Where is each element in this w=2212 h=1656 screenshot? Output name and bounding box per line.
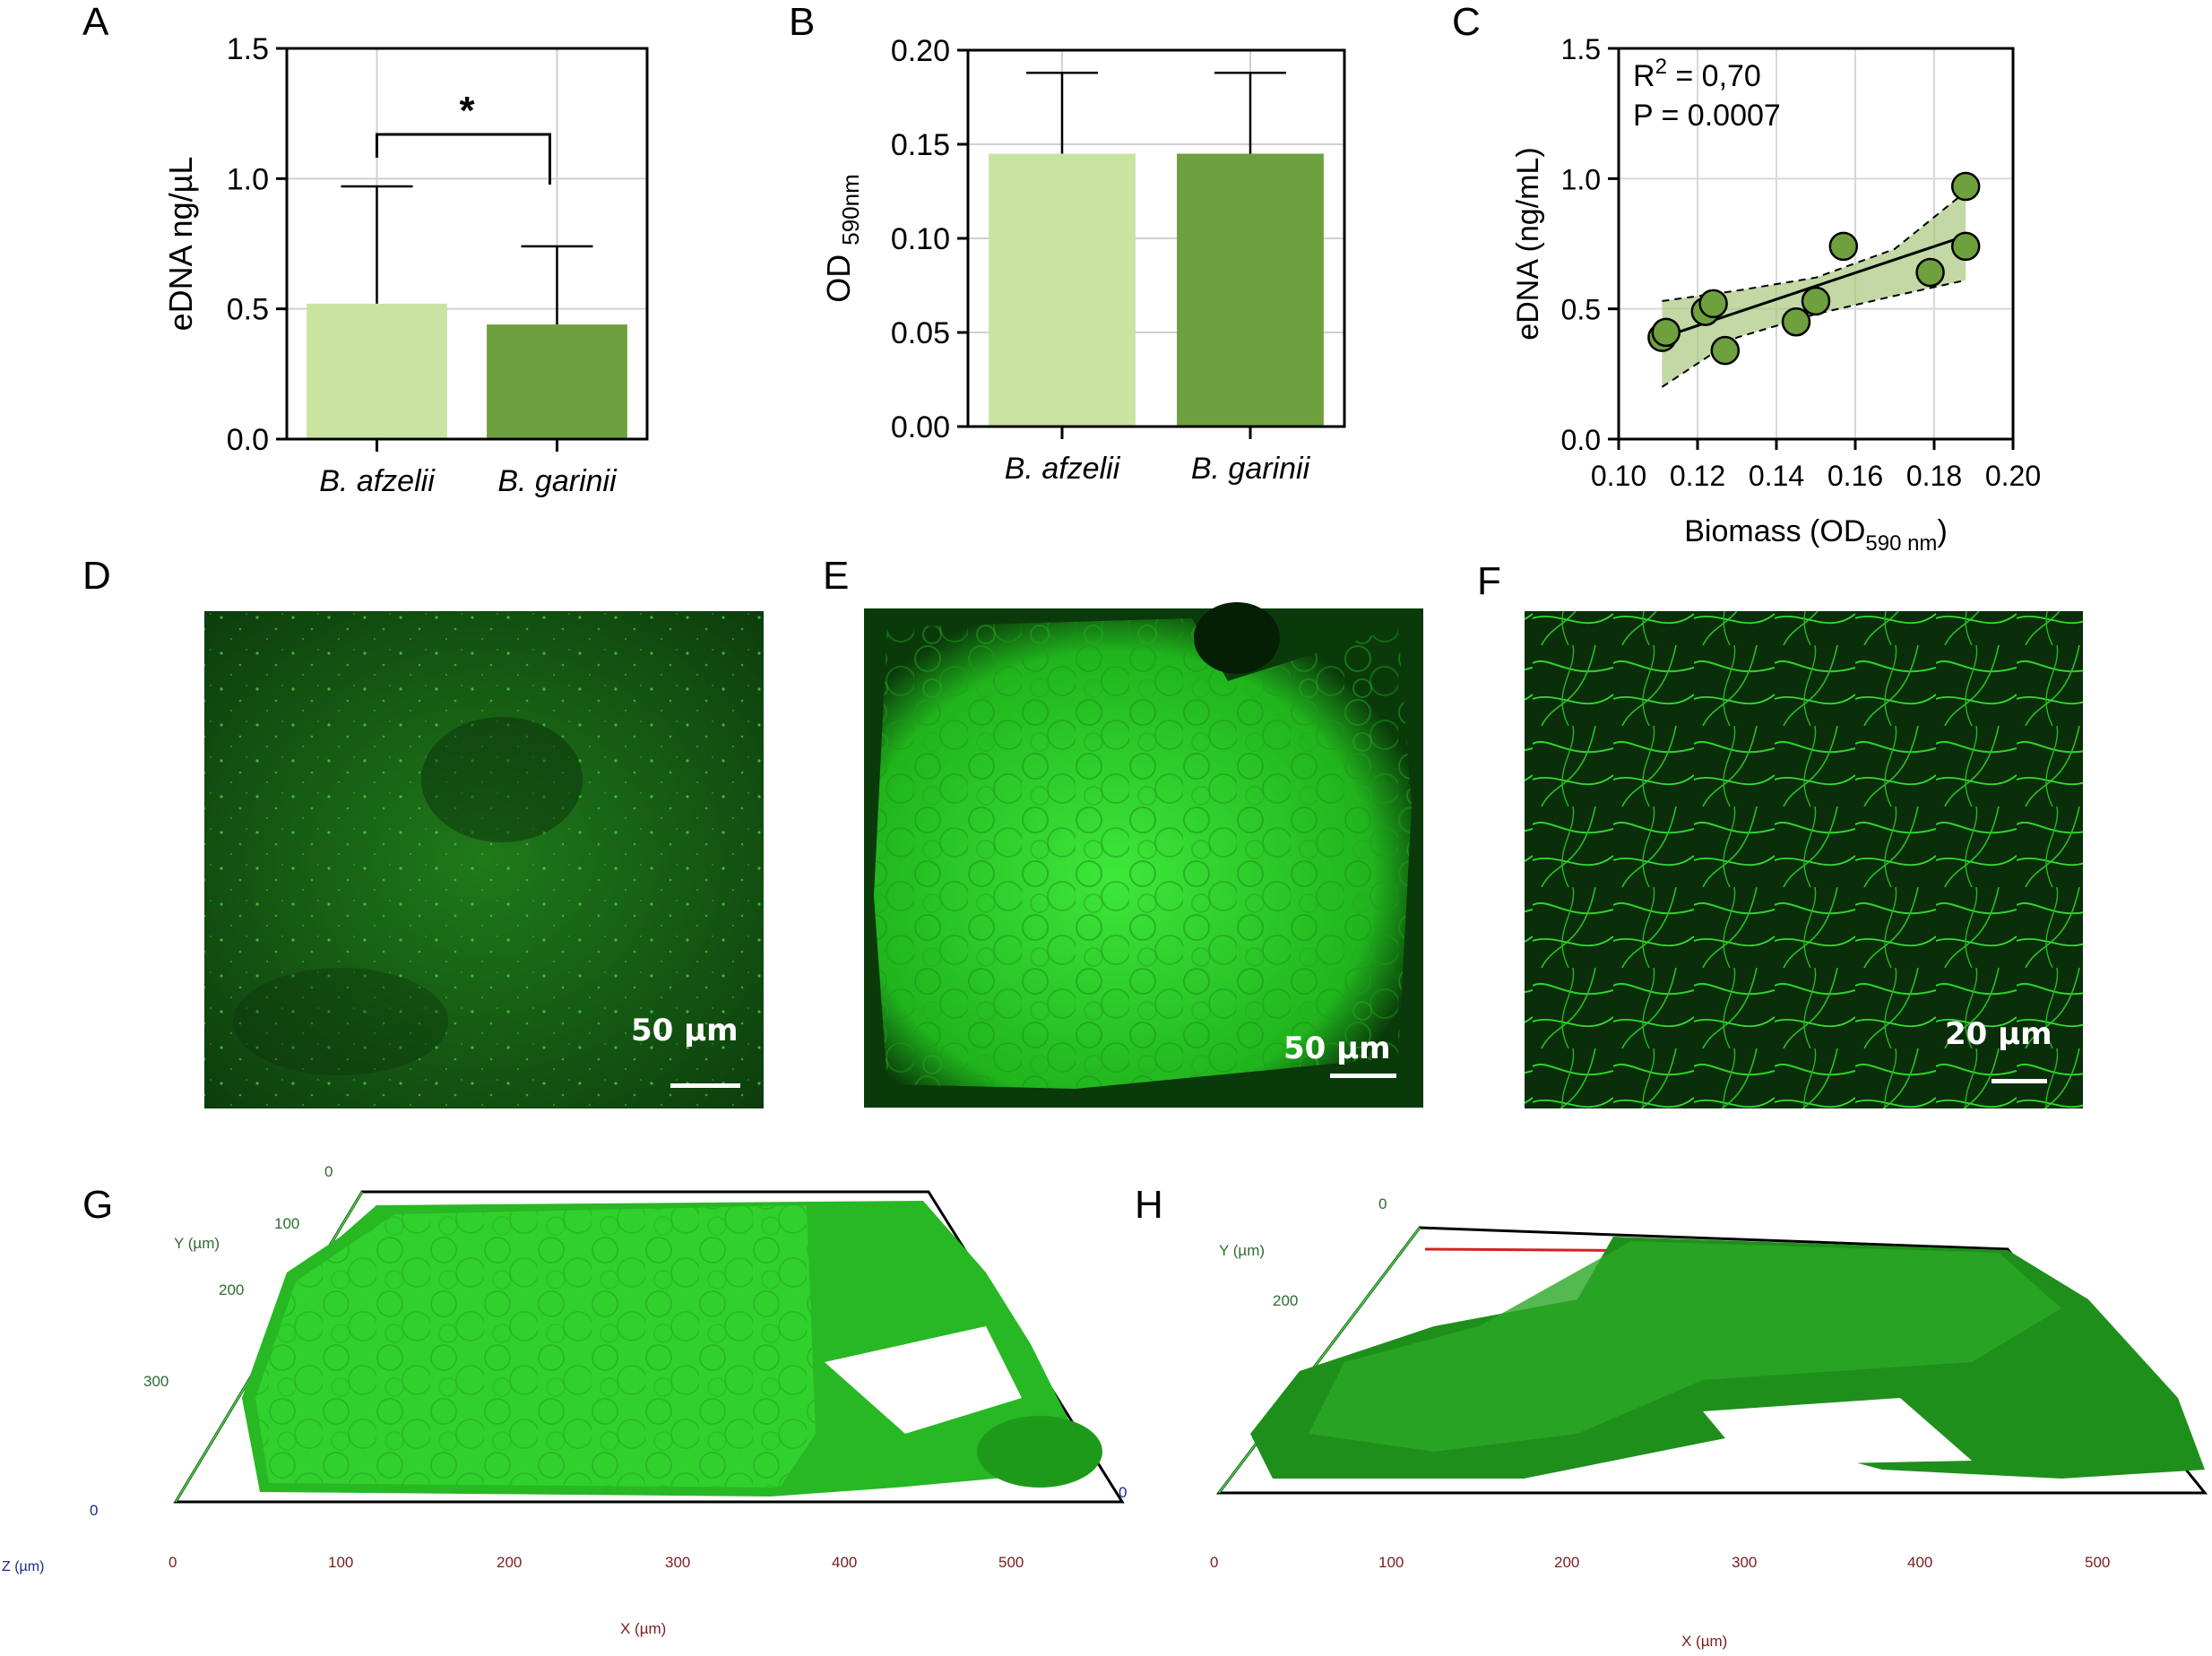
h-y-axis-label: Y (µm) — [1219, 1242, 1266, 1259]
y-tick-label: 1.5 — [227, 32, 269, 66]
y-tick-label: 0.5 — [227, 293, 269, 327]
h-x-tick-500: 500 — [2085, 1554, 2111, 1571]
panel-label-e: E — [823, 554, 850, 598]
data-point — [1651, 317, 1681, 348]
plot-frame — [285, 47, 649, 441]
ci-lower-line — [1661, 279, 1966, 388]
g-x-tick-300: 300 — [665, 1554, 691, 1571]
scale-label-d: 50 µm — [631, 1013, 739, 1048]
x-tick-label: 0.12 — [1670, 460, 1725, 492]
micrograph-f — [1525, 611, 2083, 1108]
bar — [1177, 153, 1324, 427]
scale-label-f: 20 µm — [1945, 1016, 2052, 1052]
data-point — [1915, 257, 1945, 288]
panel-label-b: B — [789, 0, 816, 44]
render-3d-h — [1215, 1226, 2208, 1495]
y-tick-label: 1.0 — [227, 162, 269, 196]
scale-label-e: 50 µm — [1283, 1031, 1391, 1066]
panel-label-a: A — [82, 0, 109, 44]
chart-c: 0.10 0.12 0.14 0.16 0.18 0.20 0.0 0.5 1.0 1.5 R2 =… — [1511, 33, 2041, 556]
g-y-tick-100: 100 — [274, 1215, 300, 1232]
panel-label-h: H — [1135, 1183, 1163, 1227]
g-x-tick-400: 400 — [832, 1554, 858, 1571]
g-z-tick-0b: 0 — [1119, 1484, 1128, 1501]
h-x-tick-0: 0 — [1210, 1554, 1219, 1571]
x-tick-label: B. garinii — [1191, 452, 1311, 486]
h-x-tick-200: 200 — [1554, 1554, 1580, 1571]
g-x-tick-100: 100 — [328, 1554, 354, 1571]
x-axis-label: Biomass (OD590 nm) — [1684, 514, 1948, 556]
y-tick-label: 0.00 — [891, 410, 950, 444]
x-tick-label: 0.20 — [1985, 460, 2041, 492]
y-tick-label: 0.5 — [1561, 294, 1601, 326]
render-3d-g — [173, 1190, 1125, 1504]
scale-bar-f — [1992, 1079, 2047, 1083]
data-point — [1950, 231, 1981, 262]
h-x-tick-300: 300 — [1732, 1554, 1758, 1571]
h-x-axis-label: X (µm) — [1681, 1633, 1728, 1650]
x-tick-label: 0.14 — [1749, 460, 1804, 492]
g-x-axis-label: X (µm) — [620, 1620, 667, 1637]
g-y-tick-0: 0 — [324, 1163, 333, 1180]
x-tick-label: 0.18 — [1906, 460, 1962, 492]
panel-label-c: C — [1452, 0, 1481, 44]
y-tick-label: 0.15 — [891, 128, 950, 162]
g-y-tick-300: 300 — [143, 1373, 169, 1390]
x-tick-label: 0.10 — [1591, 460, 1646, 492]
plot-frame — [966, 48, 1346, 428]
g-y-axis-label: Y (µm) — [174, 1235, 220, 1252]
y-tick-label: 1.5 — [1561, 33, 1601, 65]
panel-label-g: G — [82, 1183, 114, 1227]
y-tick-label: 0.0 — [227, 423, 269, 457]
data-point — [1950, 171, 1981, 202]
h-x-tick-400: 400 — [1907, 1554, 1933, 1571]
chart-a: 0.0 0.5 1.0 1.5 B. afzelii B. garinii * eDNA ng… — [162, 32, 649, 498]
micrograph-d — [204, 611, 764, 1108]
scale-bar-e — [1330, 1074, 1396, 1078]
g-y-tick-200: 200 — [219, 1281, 245, 1298]
scale-bar-d — [670, 1083, 740, 1088]
g-z-tick-0a: 0 — [90, 1502, 99, 1519]
g-x-tick-500: 500 — [998, 1554, 1024, 1571]
h-y-tick-0: 0 — [1378, 1195, 1387, 1212]
y-axis-label: eDNA ng/µL — [162, 157, 199, 332]
y-tick-label: 1.0 — [1561, 163, 1601, 195]
data-point — [1698, 289, 1728, 319]
chart-b: 0.00 0.05 0.10 0.15 0.20 B. afzelii B. garinii… — [820, 34, 1346, 486]
data-point — [1781, 306, 1811, 337]
x-tick-label: B. afzelii — [319, 464, 436, 498]
data-point — [1710, 335, 1741, 366]
bar — [307, 303, 447, 439]
data-point — [1828, 231, 1859, 262]
y-tick-label: 0.0 — [1561, 424, 1601, 456]
h-y-tick-200: 200 — [1273, 1292, 1299, 1309]
h-x-tick-100: 100 — [1378, 1554, 1404, 1571]
y-axis-label: OD 590nm — [820, 174, 864, 303]
bar — [989, 153, 1136, 427]
y-tick-label: 0.05 — [891, 316, 950, 350]
annotation-r2: R2 = 0,70 — [1633, 55, 1761, 93]
bar — [487, 324, 627, 439]
micrograph-e — [864, 602, 1423, 1108]
y-tick-label: 0.20 — [891, 34, 950, 68]
data-point — [1801, 286, 1831, 316]
significance-star: * — [459, 89, 475, 133]
plot-frame — [1617, 47, 2015, 441]
g-x-tick-0: 0 — [168, 1554, 177, 1571]
g-z-axis-label: Z (µm) — [2, 1559, 45, 1574]
g-x-tick-200: 200 — [497, 1554, 523, 1571]
panel-label-f: F — [1477, 559, 1501, 603]
y-axis-label: eDNA (ng/mL) — [1511, 147, 1545, 340]
annotation-p: P = 0.0007 — [1633, 99, 1781, 133]
x-tick-label: 0.16 — [1827, 460, 1883, 492]
x-tick-label: B. afzelii — [1005, 452, 1121, 486]
y-tick-label: 0.10 — [891, 222, 950, 256]
x-tick-label: B. garinii — [497, 464, 618, 498]
panel-label-d: D — [82, 554, 111, 598]
significance-bracket — [376, 133, 551, 185]
